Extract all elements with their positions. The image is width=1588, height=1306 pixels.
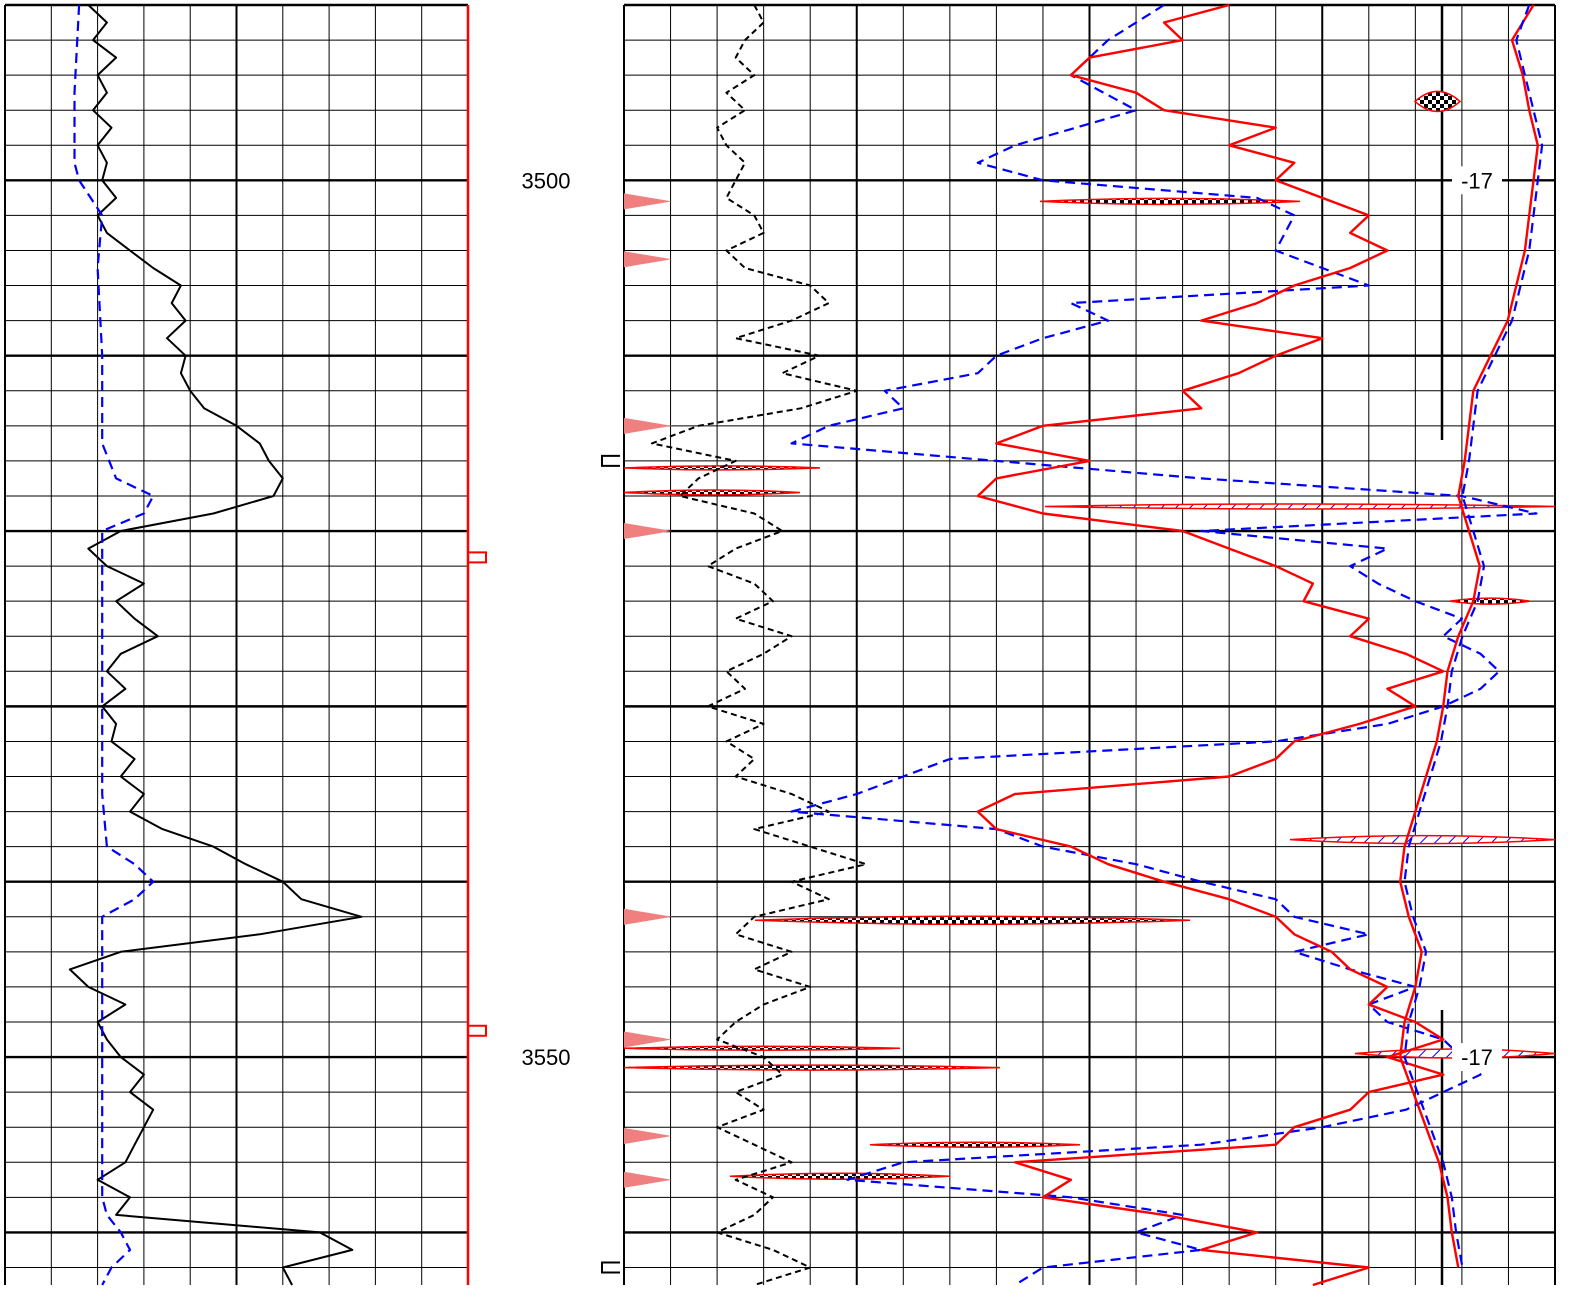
pink-shading	[624, 1127, 672, 1144]
depth-label: 3500	[522, 168, 571, 193]
curve-value-annotation: -17	[1461, 168, 1493, 193]
track-3-blue-dashed-curve	[1403, 4, 1544, 1268]
labels: 3500 3550 -17 -17	[522, 166, 1502, 1072]
pink-shading	[624, 523, 672, 540]
shaded-interval	[869, 1141, 1081, 1148]
depth-marker-tab	[601, 454, 620, 467]
depth-label: 3550	[522, 1045, 571, 1070]
depth-marker-tab	[468, 1024, 487, 1037]
shaded-interval	[1449, 597, 1531, 605]
shaded-interval	[623, 1064, 1001, 1071]
track-2-red-solid-curve	[976, 3, 1445, 1287]
pink-shading	[624, 1171, 672, 1188]
log-curves	[68, 3, 1544, 1287]
shaded-interval	[623, 489, 801, 496]
pink-shading	[624, 908, 672, 925]
shaded-interval	[1044, 503, 1556, 510]
pink-shading	[624, 251, 672, 268]
shaded-interval	[754, 915, 1191, 926]
annotation-box	[1452, 1043, 1502, 1072]
pink-shading	[624, 417, 672, 434]
shaded-interval	[1289, 834, 1556, 845]
depth-marker-tab	[468, 551, 487, 564]
shaded-interval	[1039, 197, 1301, 206]
track-1-blue-dashed-curve	[73, 4, 155, 1286]
track-1-black-solid-curve	[68, 4, 363, 1286]
track-2-blue-dashed-curve	[790, 4, 1538, 1286]
track-3-red-solid-curve	[1399, 4, 1539, 1268]
curve-value-annotation: -17	[1461, 1045, 1493, 1070]
shaded-interval	[1413, 90, 1462, 113]
annotation-box	[1452, 166, 1502, 195]
pink-shading	[624, 193, 672, 210]
shaded-interval	[623, 1045, 901, 1052]
pink-shading	[624, 1031, 672, 1048]
shaded-interval	[729, 1172, 951, 1181]
depth-markers	[468, 454, 620, 1274]
depth-marker-tab	[601, 1261, 620, 1274]
track-2-black-dashed-curve	[650, 4, 868, 1286]
shaded-interval	[623, 465, 821, 471]
